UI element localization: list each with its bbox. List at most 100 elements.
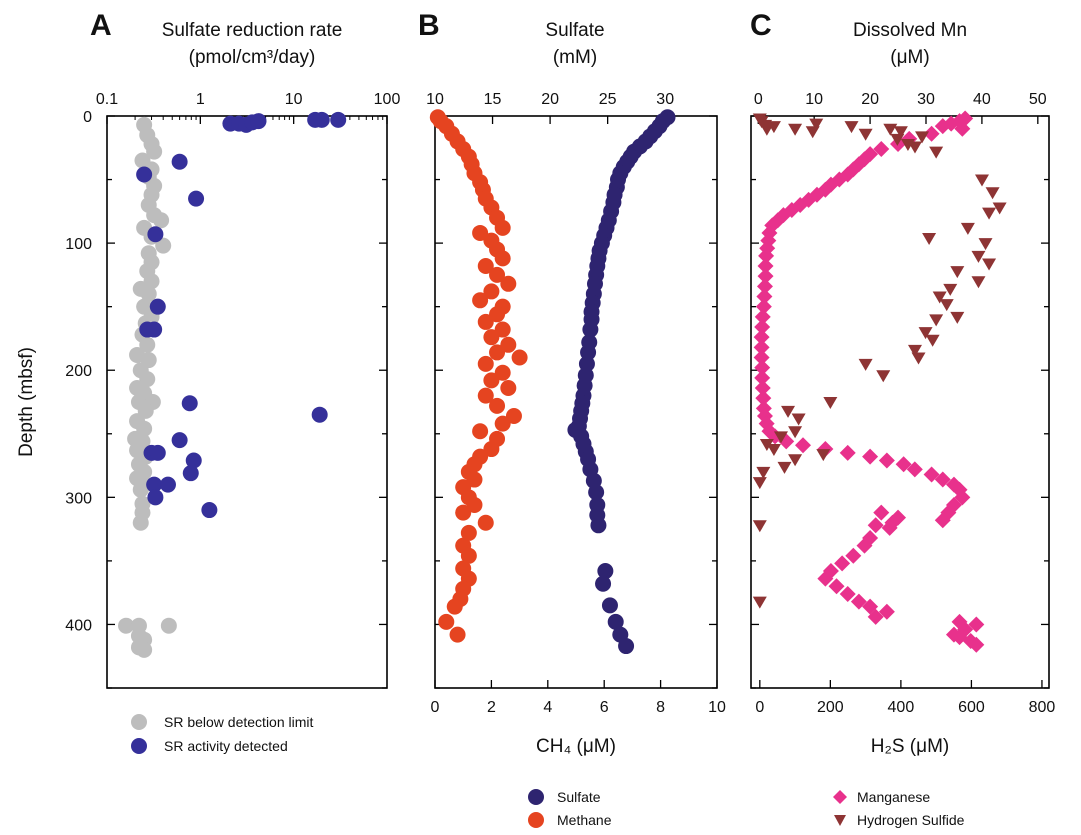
- point-manganese: [923, 466, 940, 483]
- panel-c-top-tick-label: 30: [917, 91, 935, 108]
- point-methane: [483, 283, 500, 300]
- point-manganese: [758, 247, 775, 264]
- point-sr-detected: [185, 452, 202, 469]
- point-sr-detected: [146, 476, 163, 493]
- point-sr-detected: [330, 111, 347, 128]
- point-sr-below: [132, 514, 149, 531]
- panel-b-top-tick-label: 25: [599, 91, 617, 108]
- panel-b-bottom-tick-label: 0: [431, 699, 440, 716]
- point-manganese: [878, 452, 895, 469]
- panel-a-top-tick-label: 0.1: [96, 91, 118, 108]
- point-methane: [477, 257, 494, 274]
- legend-marker-sr-below: [131, 714, 147, 730]
- point-hydrogen-sulfide: [752, 520, 767, 533]
- point-methane: [489, 344, 506, 361]
- point-methane: [472, 224, 489, 241]
- point-hydrogen-sulfide: [756, 466, 771, 479]
- point-sr-detected: [149, 298, 166, 315]
- point-manganese: [839, 444, 856, 461]
- point-manganese: [878, 603, 895, 620]
- point-sulfate: [597, 563, 614, 580]
- point-methane: [438, 613, 455, 630]
- point-sulfate: [590, 517, 607, 534]
- point-methane: [455, 504, 472, 521]
- point-hydrogen-sulfide: [943, 283, 958, 296]
- panel-b-bottom-tick-label: 6: [600, 699, 609, 716]
- legend-marker-methane: [528, 812, 544, 828]
- panel-b-bottom-tick-label: 8: [656, 699, 665, 716]
- point-manganese: [754, 319, 771, 336]
- point-manganese: [845, 547, 862, 564]
- point-manganese: [895, 456, 912, 473]
- point-manganese: [755, 390, 772, 407]
- point-hydrogen-sulfide: [925, 334, 940, 347]
- panel-a-top-tick-label: 10: [285, 91, 303, 108]
- panel-b-letter: B: [418, 9, 440, 42]
- point-methane: [494, 219, 511, 236]
- point-hydrogen-sulfide: [759, 438, 774, 451]
- point-hydrogen-sulfide: [950, 266, 965, 279]
- legend-label-hydrogen-sulfide: Hydrogen Sulfide: [857, 812, 965, 828]
- point-sr-detected: [201, 502, 218, 519]
- point-hydrogen-sulfide: [922, 233, 937, 246]
- legend-marker-hydrogen-sulfide: [834, 815, 846, 826]
- point-manganese: [968, 616, 985, 633]
- point-sr-detected: [147, 489, 164, 506]
- point-manganese: [834, 555, 851, 572]
- point-sr-detected: [313, 111, 330, 128]
- panel-a-top-tick-label: 1: [196, 91, 205, 108]
- panel-c-bottom-axis-label: H₂S (μM): [871, 736, 949, 757]
- point-manganese: [934, 118, 951, 135]
- legend-label-manganese: Manganese: [857, 789, 930, 805]
- point-methane: [477, 355, 494, 372]
- panel-c-title-line2: (μM): [890, 47, 929, 68]
- panel-c-top-tick-label: 50: [1029, 91, 1047, 108]
- point-manganese: [906, 461, 923, 478]
- point-hydrogen-sulfide: [907, 141, 922, 154]
- point-methane: [466, 471, 483, 488]
- point-sr-detected: [146, 321, 163, 338]
- point-sr-detected: [181, 395, 198, 412]
- panel-b-bottom-tick-label: 4: [543, 699, 552, 716]
- panel-c-frame: [750, 115, 1050, 689]
- point-manganese: [934, 471, 951, 488]
- point-methane: [494, 415, 511, 432]
- panel-b-legend: Sulfate Methane: [528, 789, 612, 828]
- point-methane: [477, 313, 494, 330]
- legend-marker-sr-detected: [131, 738, 147, 754]
- point-sulfate: [595, 575, 612, 592]
- point-methane: [500, 380, 517, 397]
- point-sr-below: [136, 641, 153, 658]
- point-manganese: [968, 636, 985, 653]
- panel-b-top-tick-label: 30: [656, 91, 674, 108]
- panel-b-title-line1: Sulfate: [545, 20, 604, 41]
- point-manganese: [839, 585, 856, 602]
- point-hydrogen-sulfide: [890, 133, 905, 146]
- point-manganese: [867, 608, 884, 625]
- legend-marker-sulfate: [528, 789, 544, 805]
- point-methane: [489, 306, 506, 323]
- panel-a-top-tick-label: 100: [374, 91, 401, 108]
- point-methane: [460, 547, 477, 564]
- legend-label-sulfate: Sulfate: [557, 789, 601, 805]
- point-manganese: [850, 593, 867, 610]
- point-hydrogen-sulfide: [788, 123, 803, 136]
- panel-a-title-line2: (pmol/cm³/day): [189, 47, 316, 68]
- point-hydrogen-sulfide: [858, 128, 873, 141]
- point-methane: [449, 626, 466, 643]
- point-sr-below: [160, 617, 177, 634]
- point-manganese: [757, 257, 774, 274]
- point-hydrogen-sulfide: [777, 461, 792, 474]
- y-tick-label: 300: [65, 490, 92, 507]
- point-manganese: [934, 512, 951, 529]
- point-manganese: [755, 298, 772, 315]
- point-sr-detected: [149, 444, 166, 461]
- legend-label-methane: Methane: [557, 812, 612, 828]
- point-methane: [505, 407, 522, 424]
- panel-c-top-tick-label: 40: [973, 91, 991, 108]
- point-hydrogen-sulfide: [791, 413, 806, 426]
- point-hydrogen-sulfide: [907, 344, 922, 357]
- point-manganese: [856, 537, 873, 554]
- point-hydrogen-sulfide: [809, 118, 824, 131]
- point-sr-detected: [171, 153, 188, 170]
